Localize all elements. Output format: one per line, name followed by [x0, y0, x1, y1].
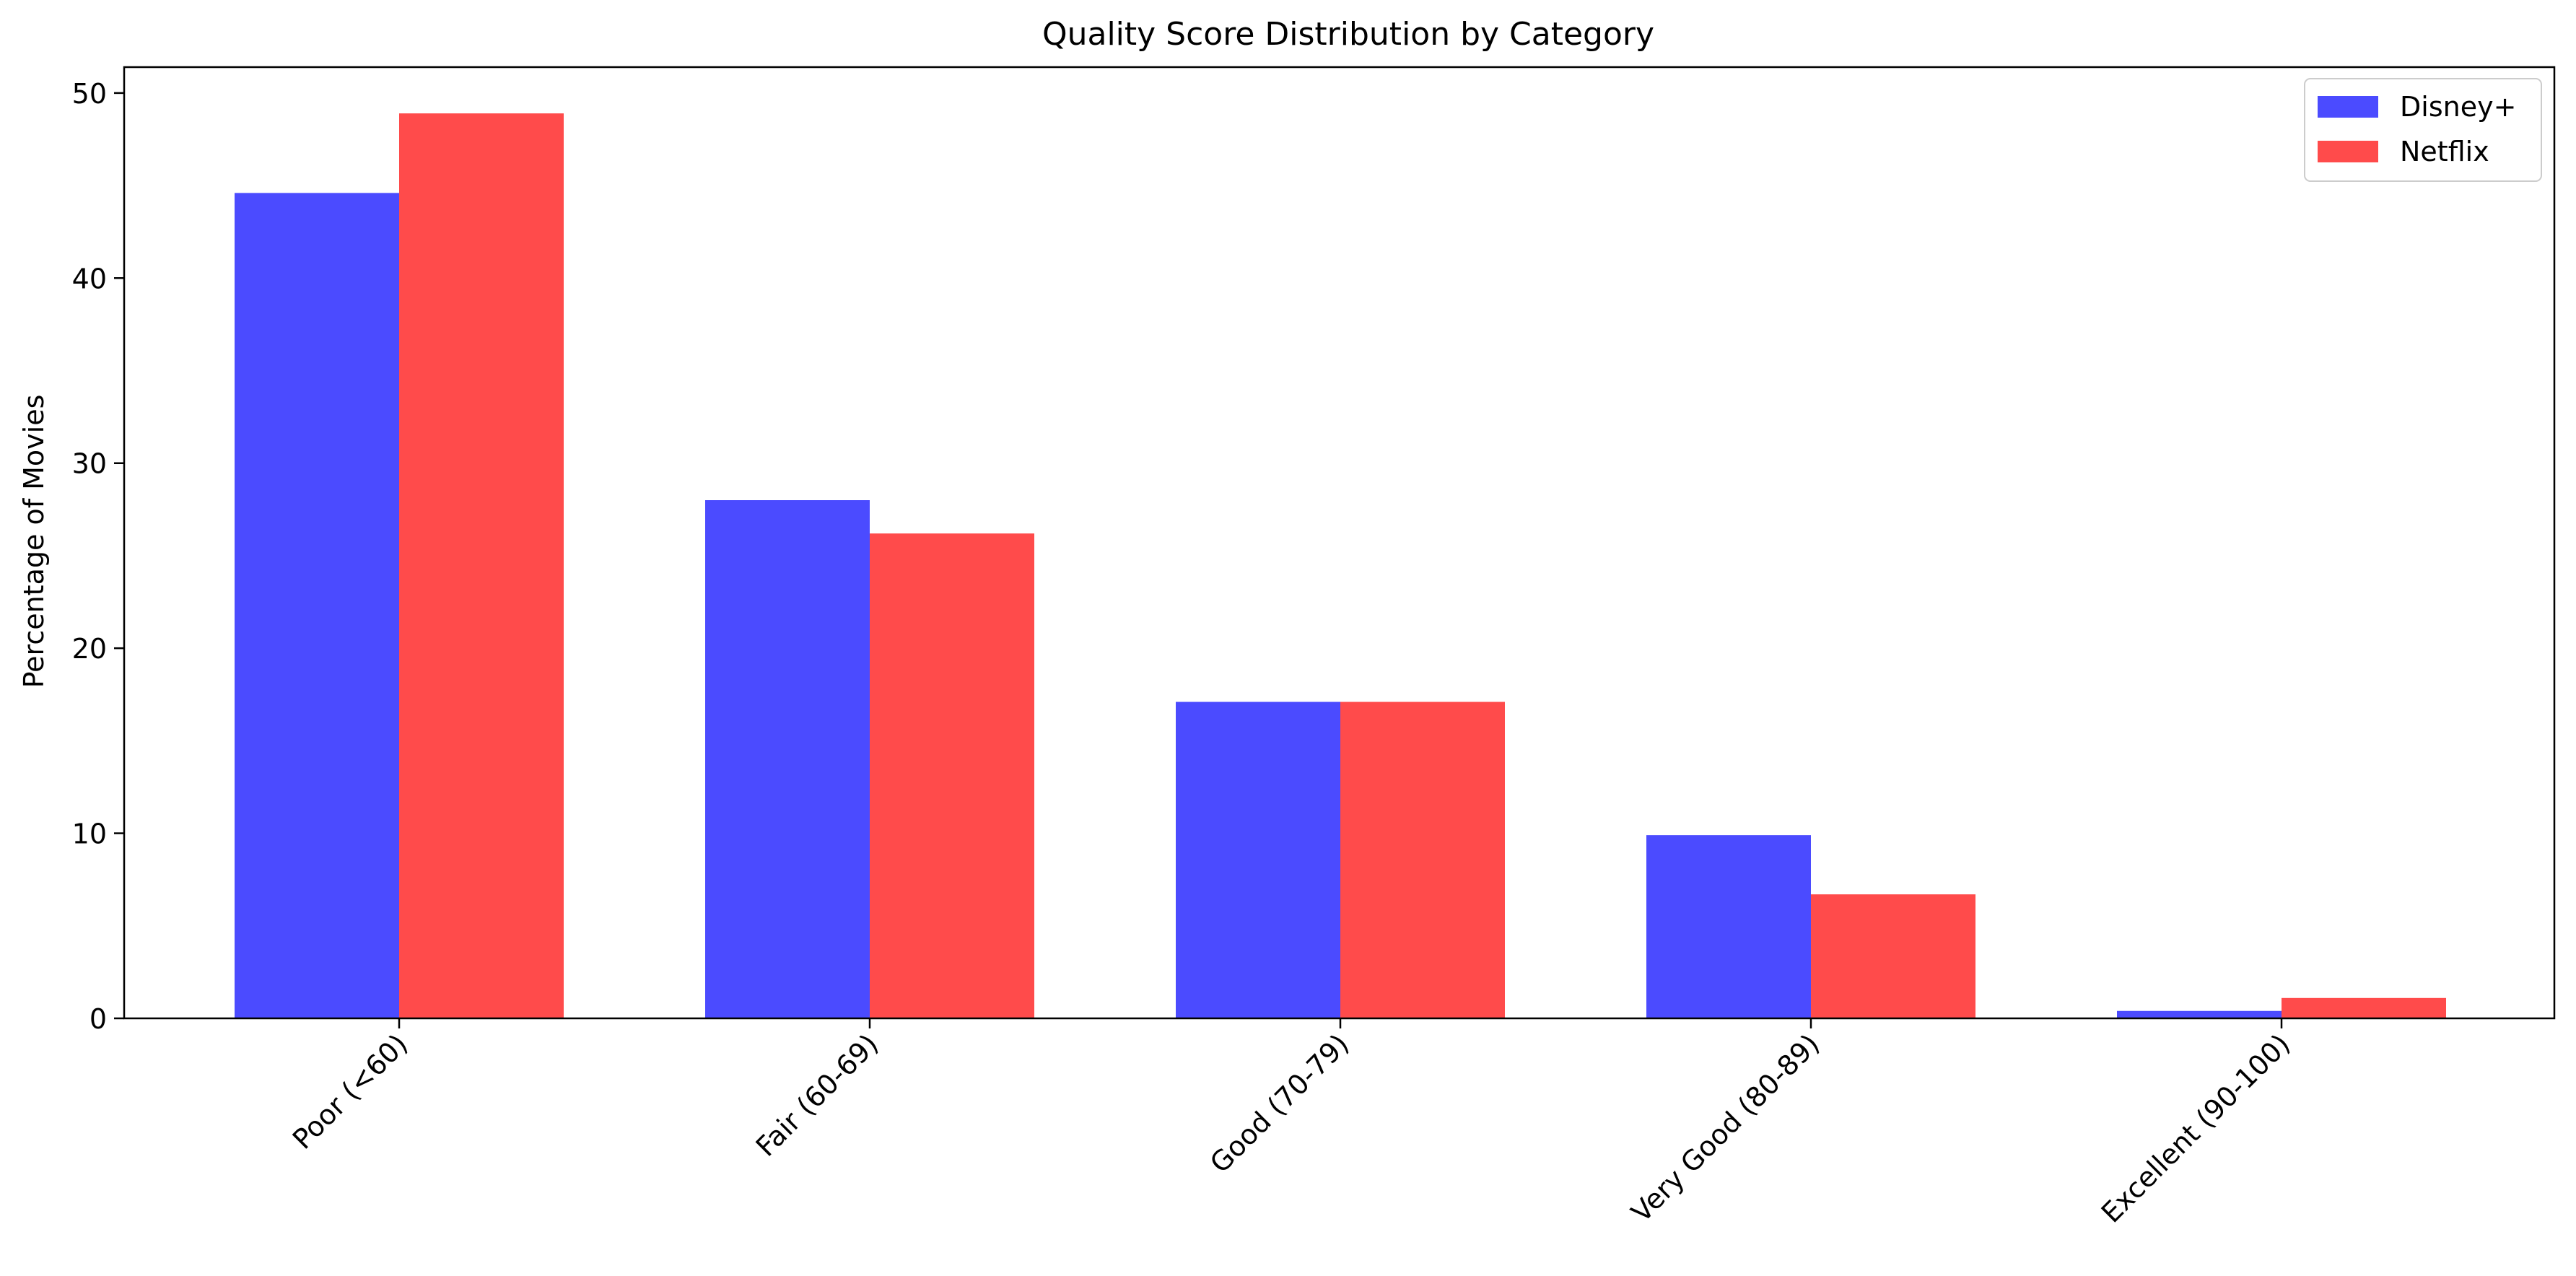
bar-disney-1	[705, 500, 870, 1018]
y-tick-label: 20	[72, 633, 107, 665]
bars-layer	[235, 113, 2446, 1019]
bar-netflix-2	[1340, 702, 1505, 1018]
legend-swatch	[2318, 96, 2378, 118]
bar-netflix-3	[1811, 894, 1975, 1018]
y-tick-label: 0	[89, 1003, 107, 1035]
bar-disney-2	[1176, 702, 1340, 1018]
y-tick-label: 50	[72, 78, 107, 110]
bar-netflix-1	[870, 533, 1034, 1018]
legend-swatch	[2318, 141, 2378, 162]
x-tick-label: Good (70-79)	[1204, 1028, 1355, 1179]
bar-disney-0	[235, 193, 399, 1019]
y-tick-label: 10	[72, 818, 107, 850]
legend: Disney+ Netflix	[2304, 78, 2542, 182]
x-tick-label: Fair (60-69)	[750, 1028, 885, 1163]
chart-title: Quality Score Distribution by Category	[1042, 16, 1654, 53]
y-axis: 0 10 20 30 40 50	[72, 78, 124, 1035]
bar-disney-4	[2117, 1010, 2282, 1018]
bar-disney-3	[1646, 835, 1811, 1018]
bar-netflix-0	[399, 113, 564, 1018]
x-tick-label: Excellent (90-100)	[2095, 1028, 2297, 1229]
legend-label: Netflix	[2400, 136, 2489, 167]
x-tick-label: Poor (<60)	[287, 1028, 414, 1155]
legend-label: Disney+	[2400, 91, 2516, 123]
x-tick-label: Very Good (80-89)	[1625, 1028, 1826, 1228]
y-axis-label: Percentage of Movies	[18, 395, 50, 689]
y-tick-label: 40	[72, 263, 107, 294]
x-axis: Poor (<60) Fair (60-69) Good (70-79) Very G…	[287, 1018, 2297, 1229]
y-tick-label: 30	[72, 448, 107, 480]
bar-netflix-4	[2282, 997, 2446, 1018]
plot-frame	[123, 66, 2556, 1020]
